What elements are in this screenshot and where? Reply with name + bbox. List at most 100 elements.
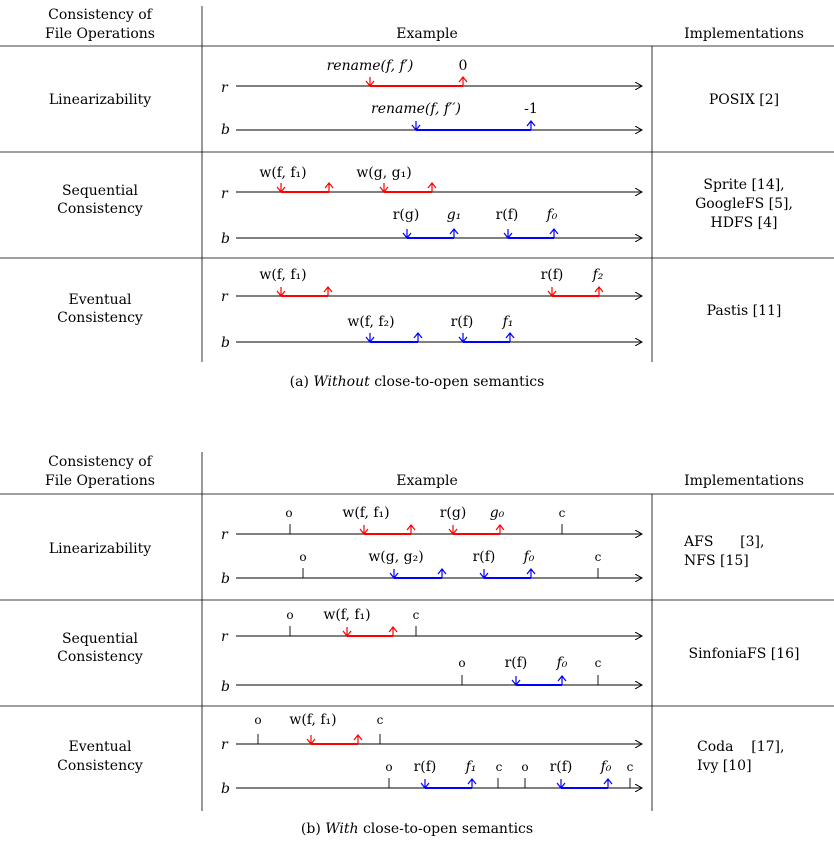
result-label: f₀ [523,549,535,565]
operation-label: r(f) [414,759,437,775]
operation-label: rename(f, f′) [327,58,414,74]
header-col1-line2: File Operations [45,473,155,489]
invoke-arrow [389,569,399,579]
close-label: c [413,608,420,622]
caption-b: (b) With close-to-open semantics [301,821,533,837]
result-label: g₀ [490,505,505,521]
invoke-arrow [503,229,513,239]
result-label: 0 [459,58,468,74]
operation-label: w(f, f₁) [259,267,306,283]
invoke-arrow [365,77,375,87]
row-name: Consistency [57,758,143,774]
process-label-b: b [221,571,230,587]
open-label: o [286,608,293,622]
result-label: f₀ [600,759,612,775]
process-label-r: r [221,289,229,305]
close-label: c [377,713,384,727]
response-arrow [323,286,333,296]
response-arrow [413,332,423,342]
operation-label: r(f) [451,314,474,330]
close-label: c [496,760,503,774]
row-implementations: SinfoniaFS [16] [688,646,799,662]
operation-label: r(f) [473,549,496,565]
response-arrow [557,675,567,685]
operation-label: w(f, f₁) [259,165,306,181]
result-label: g₁ [447,207,462,223]
header-example: Example [396,473,457,489]
row-name: Consistency [57,310,143,326]
response-arrow [603,778,613,788]
process-label-r: r [221,527,229,543]
process-label-r: r [221,629,229,645]
process-label-b: b [221,335,230,351]
row-name: Eventual [69,739,132,755]
response-arrow [505,332,515,342]
response-arrow [526,568,536,578]
response-arrow [427,182,437,192]
operation-label: w(g, g₂) [368,549,423,565]
figure-b: Consistency of File Operations Example I… [0,452,834,837]
close-label: c [595,550,602,564]
result-label: f₀ [546,207,558,223]
close-label: c [627,760,634,774]
invoke-arrow [276,287,286,297]
caption-a: (a) Without close-to-open semantics [290,374,545,390]
row-implementations: GoogleFS [5], [695,196,793,212]
result-label: -1 [524,101,538,117]
process-label-r: r [221,737,229,753]
row-name: Consistency [57,649,143,665]
row-implementations: POSIX [2] [709,92,779,108]
process-label-b: b [221,231,230,247]
row-implementations: Sprite [14], [703,177,784,193]
row-implementations: AFS [3], [683,534,764,550]
open-label: o [521,760,528,774]
operation-label: w(f, f₂) [347,314,394,330]
invoke-arrow [306,735,316,745]
invoke-arrow [448,525,458,535]
open-label: o [458,656,465,670]
operation-label: r(f) [496,207,519,223]
invoke-arrow [420,779,430,789]
operation-label: w(f, f₁) [289,712,336,728]
header-example: Example [396,26,457,42]
response-arrow [467,778,477,788]
operation-label: w(f, f₁) [323,607,370,623]
operation-label: rename(f, f′′) [371,101,461,117]
result-label: f₀ [556,655,568,671]
open-label: o [254,713,261,727]
row-name: Eventual [69,292,132,308]
row-implementations: NFS [15] [684,553,749,569]
row-name: Linearizability [49,541,151,557]
response-arrow [594,286,604,296]
response-arrow [388,626,398,636]
invoke-arrow [276,183,286,193]
response-arrow [526,120,536,130]
response-arrow [324,182,334,192]
invoke-arrow [556,779,566,789]
row-implementations: Ivy [10] [697,758,752,774]
row-name: Consistency [57,201,143,217]
response-arrow [406,524,416,534]
close-label: c [595,656,602,670]
operation-label: r(g) [440,505,467,521]
row-name: Sequential [62,631,139,647]
process-label-r: r [221,80,229,96]
header-implementations: Implementations [684,26,804,42]
invoke-arrow [342,627,352,637]
open-label: o [285,506,292,520]
figure-a: Consistency of File Operations Example I… [0,6,834,390]
header-col1-line1: Consistency of [48,7,154,23]
operation-label: w(f, f₁) [342,505,389,521]
process-label-b: b [221,781,230,797]
operation-label: r(g) [393,207,420,223]
process-label-r: r [221,186,229,202]
open-label: o [299,550,306,564]
invoke-arrow [402,229,412,239]
header-col1-line2: File Operations [45,26,155,42]
header-implementations: Implementations [684,473,804,489]
response-arrow [449,228,459,238]
invoke-arrow [365,333,375,343]
process-label-b: b [221,122,230,138]
invoke-arrow [547,287,557,297]
